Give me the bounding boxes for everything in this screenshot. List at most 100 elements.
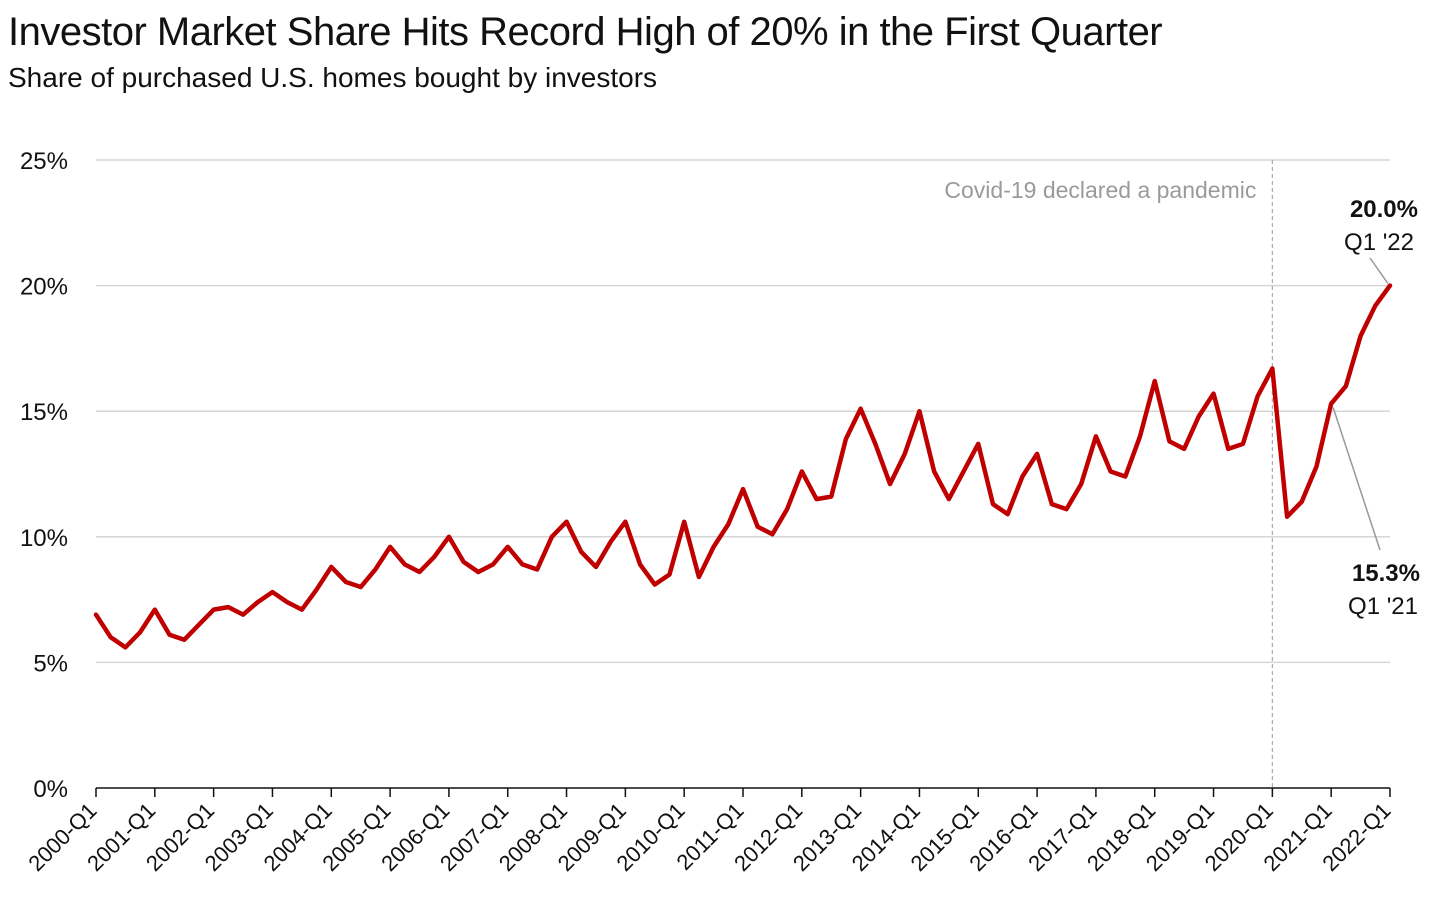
data-point bbox=[270, 590, 274, 594]
data-point bbox=[300, 608, 304, 612]
latest-period-label: Q1 '22 bbox=[1344, 229, 1414, 256]
data-point bbox=[344, 580, 348, 584]
data-point bbox=[418, 570, 422, 574]
data-point bbox=[329, 565, 333, 569]
chart-title: Investor Market Share Hits Record High o… bbox=[8, 10, 1163, 54]
y-tick-label: 5% bbox=[33, 650, 68, 677]
data-point bbox=[1359, 334, 1363, 338]
data-point bbox=[1035, 452, 1039, 456]
data-point bbox=[94, 613, 98, 617]
data-point bbox=[667, 572, 671, 576]
data-point bbox=[1197, 414, 1201, 418]
data-point bbox=[1182, 447, 1186, 451]
data-point bbox=[1167, 439, 1171, 443]
data-point bbox=[844, 437, 848, 441]
data-point bbox=[623, 520, 627, 524]
data-point bbox=[1388, 284, 1392, 288]
data-point bbox=[256, 600, 260, 604]
data-point bbox=[1153, 379, 1157, 383]
data-point bbox=[315, 588, 319, 592]
y-tick-label: 0% bbox=[33, 776, 68, 803]
data-point bbox=[991, 502, 995, 506]
data-point bbox=[550, 535, 554, 539]
data-point bbox=[594, 565, 598, 569]
data-point bbox=[226, 605, 230, 609]
data-point bbox=[506, 545, 510, 549]
data-point bbox=[682, 520, 686, 524]
data-point bbox=[579, 550, 583, 554]
data-point bbox=[1270, 366, 1274, 370]
data-point bbox=[815, 497, 819, 501]
data-point bbox=[712, 545, 716, 549]
data-point bbox=[829, 495, 833, 499]
data-point bbox=[1300, 500, 1304, 504]
data-point bbox=[962, 469, 966, 473]
data-point bbox=[1123, 475, 1127, 479]
data-point bbox=[1344, 384, 1348, 388]
data-point bbox=[800, 469, 804, 473]
latest-value-label: 20.0% bbox=[1350, 196, 1418, 223]
y-tick-label: 20% bbox=[20, 274, 68, 301]
data-point bbox=[756, 525, 760, 529]
data-point bbox=[1314, 464, 1318, 468]
data-point bbox=[873, 442, 877, 446]
data-point bbox=[168, 633, 172, 637]
data-point bbox=[1329, 402, 1333, 406]
prior-year-period-label: Q1 '21 bbox=[1348, 593, 1418, 620]
data-point bbox=[1373, 304, 1377, 308]
data-point bbox=[359, 585, 363, 589]
data-point bbox=[726, 522, 730, 526]
data-point bbox=[976, 442, 980, 446]
data-point bbox=[1212, 392, 1216, 396]
data-point bbox=[403, 562, 407, 566]
data-point bbox=[285, 600, 289, 604]
data-point bbox=[917, 409, 921, 413]
data-point bbox=[1256, 394, 1260, 398]
prior-year-leader-line bbox=[1332, 407, 1381, 551]
data-point bbox=[520, 562, 524, 566]
data-point bbox=[535, 567, 539, 571]
data-point bbox=[859, 407, 863, 411]
data-point bbox=[197, 623, 201, 627]
data-point bbox=[947, 497, 951, 501]
data-point bbox=[432, 555, 436, 559]
x-axis bbox=[95, 787, 1391, 797]
data-point bbox=[109, 635, 113, 639]
data-point bbox=[462, 560, 466, 564]
y-tick-labels: 0% 5% 10% 15% 20% 25% bbox=[20, 148, 68, 803]
y-tick-label: 15% bbox=[20, 399, 68, 426]
data-point bbox=[565, 520, 569, 524]
series-line bbox=[93, 283, 1393, 650]
y-tick-label: 25% bbox=[20, 148, 68, 175]
data-point bbox=[1138, 434, 1142, 438]
data-point bbox=[212, 608, 216, 612]
y-tick-label: 10% bbox=[20, 525, 68, 552]
data-point bbox=[1050, 502, 1054, 506]
chart-subtitle: Share of purchased U.S. homes bought by … bbox=[8, 62, 658, 93]
data-point bbox=[138, 630, 142, 634]
data-point bbox=[1079, 482, 1083, 486]
series-line-layer bbox=[93, 283, 1393, 650]
gridlines bbox=[96, 159, 1390, 664]
latest-leader-line bbox=[1369, 257, 1389, 285]
data-point bbox=[1006, 512, 1010, 516]
data-point bbox=[1065, 507, 1069, 511]
data-point bbox=[373, 567, 377, 571]
data-point bbox=[785, 507, 789, 511]
data-point bbox=[241, 613, 245, 617]
data-point bbox=[388, 545, 392, 549]
annotations: Covid-19 declared a pandemic 20.0% Q1 '22 1… bbox=[944, 160, 1420, 788]
data-point bbox=[932, 469, 936, 473]
data-point bbox=[609, 540, 613, 544]
data-point bbox=[491, 562, 495, 566]
pandemic-annotation: Covid-19 declared a pandemic bbox=[944, 177, 1256, 203]
x-tick-labels: 2000-Q12001-Q12002-Q12003-Q12004-Q12005-… bbox=[23, 798, 1395, 876]
data-point bbox=[476, 570, 480, 574]
data-point bbox=[182, 638, 186, 642]
data-point bbox=[653, 583, 657, 587]
data-point bbox=[1109, 469, 1113, 473]
data-point bbox=[1020, 475, 1024, 479]
data-point bbox=[638, 562, 642, 566]
data-point bbox=[153, 608, 157, 612]
